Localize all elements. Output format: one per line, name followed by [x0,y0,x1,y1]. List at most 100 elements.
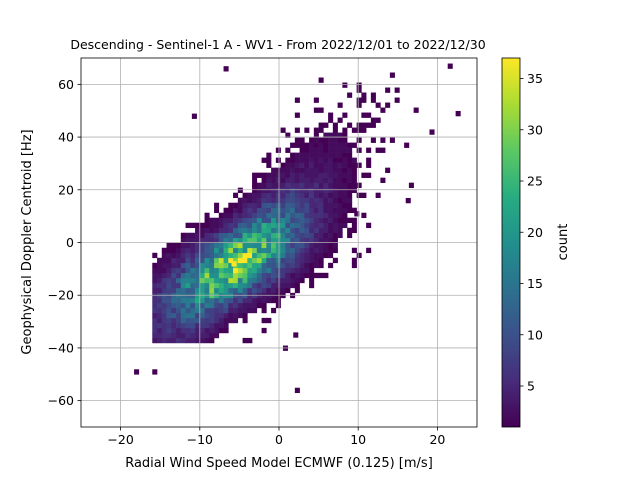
heatmap-cell [185,247,191,254]
heatmap-cell [342,157,348,163]
heatmap-cell [304,207,310,214]
heatmap-cell [299,152,305,158]
heatmap-cell [233,287,239,294]
heatmap-cell [280,272,286,279]
heatmap-cell [337,207,343,214]
heatmap-cell [204,282,210,289]
heatmap-cell [304,162,310,168]
heatmap-cell [304,177,310,183]
heatmap-cell [166,247,172,254]
heatmap-cell [157,337,163,344]
heatmap-cell [323,247,329,254]
heatmap-cell [214,272,220,279]
heatmap-cell [285,242,291,249]
heatmap-cell [304,182,310,188]
heatmap-cell [242,217,248,224]
heatmap-cell [256,197,262,203]
heatmap-cell [332,207,338,214]
heatmap-cell [204,257,210,264]
heatmap-cell [318,197,324,203]
heatmap-cell [304,217,310,224]
heatmap-cell [304,272,310,279]
heatmap-cell [190,297,196,304]
heatmap-cell [323,222,329,229]
heatmap-cell [328,142,334,148]
heatmap-cell [152,267,158,274]
heatmap-cell [328,112,334,118]
heatmap-cell [195,232,201,239]
heatmap-cell [214,287,220,294]
heatmap-cell [185,252,191,259]
heatmap-cell [218,222,224,229]
heatmap-cell [233,227,239,234]
heatmap-cell [299,242,305,249]
heatmap-cell [299,212,305,219]
heatmap-cell [323,182,329,188]
heatmap-cell [223,277,229,284]
heatmap-cell [152,327,158,334]
heatmap-cell [195,277,201,284]
heatmap-cell [347,182,353,188]
heatmap-cell [280,207,286,214]
heatmap-cell [271,167,277,173]
heatmap-cell [228,262,234,269]
heatmap-cell [309,232,315,239]
heatmap-cell [290,277,296,284]
heatmap-cell [171,332,177,339]
heatmap-cell [299,182,305,188]
heatmap-cell [252,277,258,284]
heatmap-cell [256,232,262,239]
heatmap-cell [351,172,357,178]
heatmap-cell [204,322,210,329]
x-tick-label: 20 [429,432,445,447]
heatmap-cell [256,247,262,254]
heatmap-cell [228,232,234,239]
heatmap-cell [304,237,310,244]
heatmap-cell [209,322,215,329]
heatmap-cell [309,257,315,264]
heatmap-cell [380,137,386,143]
heatmap-cell [242,212,248,219]
heatmap-cell [218,282,224,289]
heatmap-cell [318,207,324,214]
heatmap-cell [233,302,239,309]
heatmap-cell [199,312,205,319]
heatmap-cell [313,127,319,133]
heatmap-cell [180,287,186,294]
heatmap-cell [266,262,272,269]
heatmap-cell [185,302,191,309]
heatmap-cell [218,217,224,224]
heatmap-outlier-cell [294,387,300,394]
heatmap-cell [157,327,163,334]
heatmap-cell [242,192,248,198]
heatmap-cell [190,252,196,259]
heatmap-cell [318,157,324,163]
heatmap-cell [294,127,300,133]
heatmap-cell [233,207,239,214]
heatmap-cell [323,172,329,178]
heatmap-cell [332,192,338,198]
heatmap-cell [332,202,338,209]
heatmap-cell [309,267,315,274]
heatmap-cell [408,182,414,188]
plot-area [80,57,478,428]
heatmap-cell [195,282,201,289]
heatmap-cell [328,167,334,173]
heatmap-cell [342,167,348,173]
chart-title: Descending - Sentinel-1 A - WV1 - From 2… [70,37,485,52]
heatmap-cell [171,327,177,334]
heatmap-cell [180,232,186,239]
heatmap-cell [228,307,234,314]
heatmap-cell [332,122,338,128]
heatmap-cell [157,312,163,319]
heatmap-cell [209,242,215,249]
heatmap-cell [199,227,205,234]
heatmap-cell [161,282,167,289]
heatmap-cell [237,227,243,234]
heatmap-cell [347,177,353,183]
heatmap-cell [228,287,234,294]
heatmap-cell [356,162,362,168]
heatmap-cell [299,277,305,284]
heatmap-cell [309,227,315,234]
heatmap-cell [275,207,281,214]
